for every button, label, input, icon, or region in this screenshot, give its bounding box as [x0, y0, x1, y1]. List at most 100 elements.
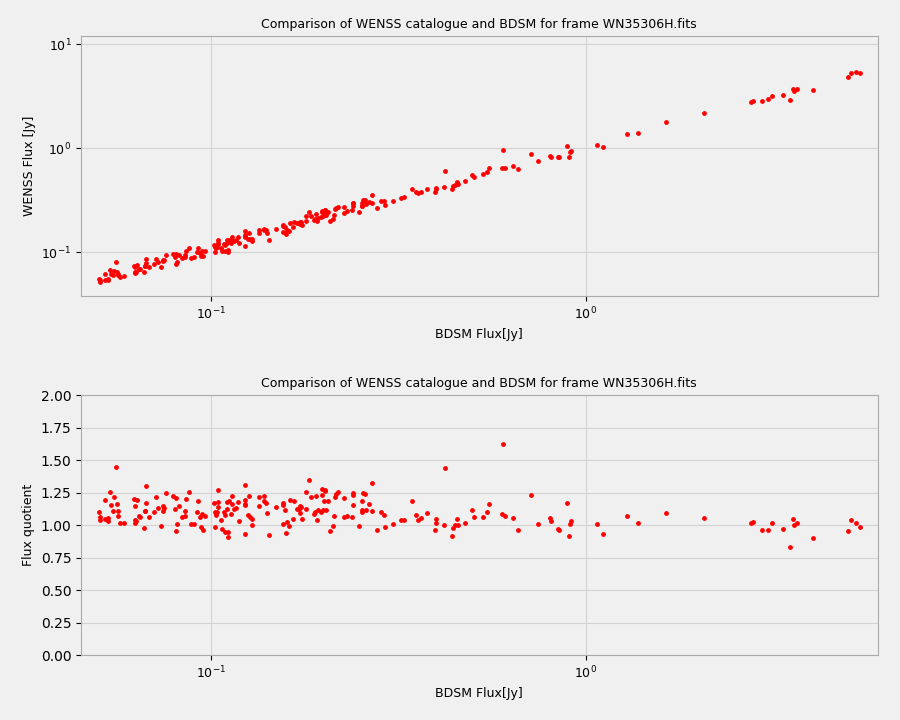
Point	[157, 503, 171, 514]
Point	[346, 500, 360, 511]
Point	[106, 505, 121, 517]
Point	[179, 493, 194, 505]
Point	[158, 487, 173, 499]
Point	[543, 512, 557, 523]
Point	[94, 515, 108, 526]
Point	[238, 225, 252, 237]
Point	[98, 494, 112, 505]
Point	[562, 147, 577, 158]
Point	[365, 197, 380, 209]
Point	[195, 524, 210, 536]
Point	[92, 274, 106, 285]
Point	[428, 517, 443, 528]
Point	[292, 500, 307, 512]
Point	[259, 227, 274, 238]
Point	[138, 505, 152, 517]
Point	[198, 510, 212, 521]
Point	[755, 95, 770, 107]
Point	[310, 504, 325, 516]
Point	[151, 256, 166, 267]
Point	[170, 518, 184, 530]
Point	[220, 237, 235, 248]
Point	[331, 486, 346, 498]
Point	[450, 176, 464, 188]
Point	[147, 258, 161, 270]
Point	[524, 148, 538, 160]
Point	[378, 521, 392, 533]
Point	[362, 498, 376, 510]
Point	[94, 276, 108, 287]
Point	[315, 211, 329, 222]
Point	[396, 192, 410, 203]
Point	[211, 238, 225, 249]
Point	[562, 151, 576, 163]
Point	[151, 503, 166, 514]
Point	[141, 511, 156, 523]
Point	[256, 495, 271, 507]
Point	[252, 492, 266, 503]
Point	[220, 245, 235, 256]
Point	[560, 498, 574, 509]
Point	[231, 238, 246, 249]
Point	[314, 207, 328, 218]
Point	[496, 438, 510, 450]
Point	[659, 117, 673, 128]
Point	[279, 527, 293, 539]
Point	[465, 169, 480, 181]
Point	[129, 516, 143, 527]
Point	[369, 202, 383, 214]
Point	[346, 197, 360, 209]
Point	[498, 162, 512, 174]
Point	[304, 491, 319, 503]
Point	[112, 505, 126, 517]
Point	[411, 187, 426, 199]
Point	[194, 251, 208, 262]
Point	[217, 506, 231, 518]
Point	[466, 171, 481, 182]
Point	[393, 515, 408, 526]
Point	[356, 200, 370, 212]
Point	[328, 491, 342, 503]
Point	[743, 517, 758, 528]
Point	[172, 500, 186, 511]
Point	[842, 72, 856, 84]
Point	[746, 516, 760, 528]
Point	[207, 246, 221, 258]
Point	[776, 89, 790, 101]
Point	[168, 503, 183, 515]
Point	[531, 518, 545, 530]
Point	[238, 500, 253, 511]
Point	[93, 274, 107, 286]
Point	[198, 245, 212, 256]
Point	[356, 194, 371, 206]
Point	[184, 518, 198, 530]
Point	[386, 196, 400, 207]
Point	[98, 268, 112, 279]
Point	[261, 234, 275, 246]
Point	[139, 253, 153, 264]
Point	[184, 252, 198, 264]
Point	[220, 235, 234, 246]
Point	[210, 240, 224, 252]
Point	[340, 206, 355, 217]
Point	[596, 141, 610, 153]
Point	[321, 207, 336, 218]
Point	[357, 488, 372, 500]
Point	[238, 528, 252, 540]
Point	[277, 505, 292, 516]
Point	[849, 517, 863, 528]
Point	[218, 526, 232, 538]
Point	[177, 510, 192, 522]
Point	[139, 258, 153, 269]
Point	[783, 541, 797, 553]
Point	[177, 251, 192, 263]
Point	[310, 208, 324, 220]
Point	[176, 511, 190, 523]
Point	[337, 207, 351, 219]
Point	[243, 511, 257, 523]
Point	[437, 462, 452, 474]
Point	[104, 500, 118, 511]
Point	[376, 510, 391, 521]
Point	[157, 254, 171, 266]
Point	[112, 268, 126, 279]
